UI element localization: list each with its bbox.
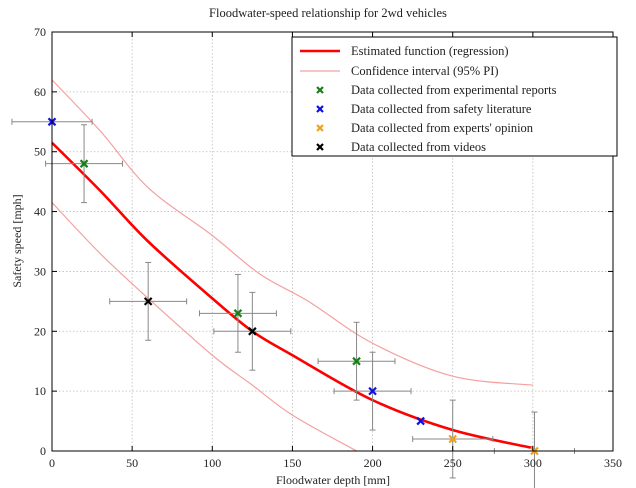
y-tick-label: 50 [34, 145, 46, 159]
x-tick-label: 50 [126, 456, 138, 470]
plot-frame [51, 31, 614, 452]
legend-label-regression: Estimated function (regression) [351, 44, 509, 58]
data-point-experimental-stroke-b [352, 356, 361, 366]
data-point-literature-stroke-b [368, 386, 377, 396]
axis-ticks: 0 50 100 150 200 250 300 350 0 10 20 30 40 50 60 70 [34, 25, 622, 470]
data-point-experimental [79, 159, 89, 168]
x-tick-label: 0 [49, 456, 55, 470]
legend-marker-literature-stroke-b [316, 105, 324, 113]
x-tick-label: 350 [604, 456, 622, 470]
y-tick-label: 30 [34, 264, 46, 278]
legend-marker-experimental [316, 86, 324, 94]
legend-box [291, 36, 618, 157]
y-tick-label: 70 [34, 25, 46, 39]
x-tick-label: 200 [364, 456, 382, 470]
legend: Estimated function (regression) Confiden… [291, 36, 618, 157]
x-tick-label: 150 [283, 456, 301, 470]
x-tick-label: 250 [444, 456, 462, 470]
legend-label-literature: Data collected from safety literature [351, 102, 532, 116]
legend-marker-experts [316, 124, 324, 132]
x-tick-label: 100 [203, 456, 221, 470]
y-tick-label: 10 [34, 384, 46, 398]
y-tick-label: 0 [40, 444, 46, 458]
data-point-experts [448, 434, 457, 444]
data-point-literature-stroke-b [416, 416, 425, 426]
legend-marker-videos-stroke-b [316, 143, 324, 151]
data-point-experts-stroke-b [448, 434, 457, 444]
legend-marker-videos [316, 143, 324, 151]
data-point-experimental [352, 356, 361, 366]
legend-label-videos: Data collected from videos [351, 140, 486, 154]
data-point-videos [248, 327, 257, 336]
interval-upper-line [51, 79, 533, 386]
data-point-experimental-stroke-b [79, 159, 89, 168]
y-tick-label: 20 [34, 324, 46, 338]
x-tick-label: 300 [524, 456, 542, 470]
confidence-interval-lines [51, 79, 533, 452]
data-point-literature [416, 416, 425, 426]
y-axis-label: Safety speed [mph] [10, 194, 24, 287]
legend-marker-experts-stroke-b [316, 124, 324, 132]
data-point-videos [143, 297, 153, 306]
data-point-videos-stroke-b [143, 297, 153, 306]
y-tick-label: 60 [34, 85, 46, 99]
data-point-experimental-stroke-b [233, 309, 243, 318]
chart-title: Floodwater-speed relationship for 2wd ve… [209, 6, 447, 20]
data-point-experimental [233, 309, 243, 318]
legend-label-experimental: Data collected from experimental reports [351, 83, 557, 97]
x-axis-label: Floodwater depth [mm] [276, 473, 390, 487]
legend-label-interval: Confidence interval (95% PI) [351, 64, 499, 78]
data-point-videos-stroke-b [248, 327, 257, 336]
legend-marker-experimental-stroke-b [316, 86, 324, 94]
legend-label-experts: Data collected from experts' opinion [351, 121, 534, 135]
y-tick-label: 40 [34, 205, 46, 219]
legend-marker-literature [316, 105, 324, 113]
data-point-literature [368, 386, 377, 396]
interval-lower-line [51, 202, 357, 452]
